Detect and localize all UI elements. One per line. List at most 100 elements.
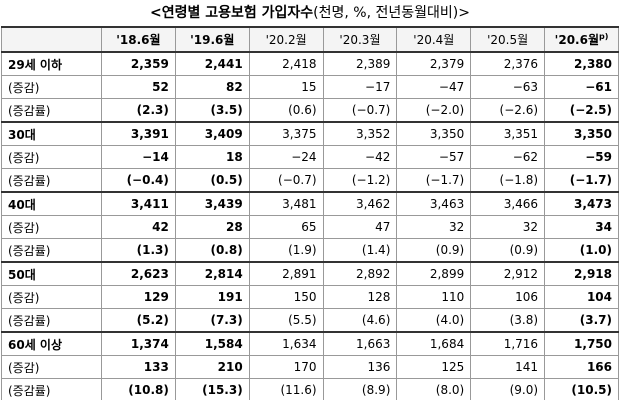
table-cell: 2,892 [322, 261, 398, 286]
table-cell: −47 [396, 75, 472, 99]
row-label: 50대 [1, 261, 102, 286]
table-cell: 42 [101, 215, 176, 239]
table-cell: −17 [322, 75, 398, 99]
table-cell: 1,374 [101, 331, 176, 356]
table-cell: (0.9) [396, 238, 472, 263]
column-header: '18.6월 [101, 26, 176, 53]
table-cell: (2.3) [101, 98, 176, 123]
table-row: 29세 이하 2,359 2,441 2,418 2,389 2,379 2,376 2,38… [1, 51, 619, 76]
table-cell: −61 [544, 75, 619, 99]
table-cell: (−2.0) [396, 98, 472, 123]
table-cell: (−1.2) [322, 168, 398, 193]
table-row: (증감) −14 18 −24 −42 −57 −62 −59 [1, 145, 619, 169]
table-cell: (3.7) [544, 308, 619, 333]
row-label: (증감률) [1, 238, 102, 263]
table-cell: 2,379 [396, 51, 472, 76]
table-cell: (−2.5) [544, 98, 619, 123]
table-cell: 32 [470, 215, 546, 239]
table-cell: (−1.7) [544, 168, 619, 193]
table-cell: (1.9) [248, 238, 324, 263]
table-cell: 34 [544, 215, 619, 239]
table-cell: 28 [174, 215, 250, 239]
table-cell: 2,814 [174, 261, 250, 286]
table-cell: −63 [470, 75, 546, 99]
table-cell: (0.5) [174, 168, 250, 193]
table-cell: 52 [101, 75, 176, 99]
table-cell: 1,684 [396, 331, 472, 356]
table-cell: (−1.8) [470, 168, 546, 193]
table-cell: (9.0) [470, 378, 546, 400]
table-row: 60세 이상 1,374 1,584 1,634 1,663 1,684 1,716 1,75… [1, 331, 619, 356]
column-header: '20.6월p) [544, 26, 619, 53]
table-cell: 47 [322, 215, 398, 239]
table-cell: (4.6) [322, 308, 398, 333]
table-cell: (4.0) [396, 308, 472, 333]
table-cell: 3,352 [322, 121, 398, 146]
table-cell: (15.3) [174, 378, 250, 400]
table-cell: 3,481 [248, 191, 324, 216]
table-row: (증감률) (1.3) (0.8) (1.9) (1.4) (0.9) (0.9) (1.0) [1, 238, 619, 263]
table-row: (증감) 133 210 170 136 125 141 166 [1, 355, 619, 379]
table-cell: (8.9) [322, 378, 398, 400]
table-cell: 15 [248, 75, 324, 99]
table-cell: (−0.4) [101, 168, 176, 193]
table-row: (증감) 129 191 150 128 110 106 104 [1, 285, 619, 309]
table-cell: 128 [322, 285, 398, 309]
table-row: (증감률) (−0.4) (0.5) (−0.7) (−1.2) (−1.7) (−1.8)… [1, 168, 619, 193]
table-cell: (10.5) [544, 378, 619, 400]
column-header: '19.6월 [174, 26, 250, 53]
table-cell: 133 [101, 355, 176, 379]
table-cell: 2,359 [101, 51, 176, 76]
table-cell: −24 [248, 145, 324, 169]
row-label: (증감) [1, 75, 102, 99]
table-cell: 3,411 [101, 191, 176, 216]
table-cell: 3,350 [544, 121, 619, 146]
row-label: 30대 [1, 121, 102, 146]
table-cell: −42 [322, 145, 398, 169]
table-row: 40대 3,411 3,439 3,481 3,462 3,463 3,466 3,473 [1, 191, 619, 216]
table-cell: (0.9) [470, 238, 546, 263]
table-cell: 2,912 [470, 261, 546, 286]
table-cell: 3,473 [544, 191, 619, 216]
table-cell: (−1.7) [396, 168, 472, 193]
table-cell: 2,441 [174, 51, 250, 76]
table-cell: 106 [470, 285, 546, 309]
column-header: '20.5월 [470, 26, 546, 53]
table-cell: 136 [322, 355, 398, 379]
table-cell: 3,375 [248, 121, 324, 146]
table-cell: (8.0) [396, 378, 472, 400]
table-row: (증감률) (10.8) (15.3) (11.6) (8.9) (8.0) (9.0) (1… [1, 378, 619, 400]
table-row: (증감) 42 28 65 47 32 32 34 [1, 215, 619, 239]
table-cell: (0.8) [174, 238, 250, 263]
table-cell: (5.2) [101, 308, 176, 333]
row-label: 29세 이하 [1, 51, 102, 76]
table-cell: 2,918 [544, 261, 619, 286]
table-cell: (1.0) [544, 238, 619, 263]
column-header: '20.3월 [322, 26, 398, 53]
table-cell: 110 [396, 285, 472, 309]
table-cell: 2,376 [470, 51, 546, 76]
table-cell: 2,891 [248, 261, 324, 286]
table-cell: 65 [248, 215, 324, 239]
table-cell: 1,716 [470, 331, 546, 356]
row-label: 60세 이상 [1, 331, 102, 356]
table-cell: (11.6) [248, 378, 324, 400]
table-cell: 1,634 [248, 331, 324, 356]
title: <연령별 고용보험 가입자수(천명, %, 전년동월대비)> [0, 0, 620, 26]
table-cell: 2,623 [101, 261, 176, 286]
table-cell: 3,391 [101, 121, 176, 146]
row-label: (증감) [1, 215, 102, 239]
table-cell: 1,663 [322, 331, 398, 356]
table-cell: −14 [101, 145, 176, 169]
row-label: (증감) [1, 355, 102, 379]
table-row: (증감률) (5.2) (7.3) (5.5) (4.6) (4.0) (3.8) (3.7) [1, 308, 619, 333]
table-row: 30대 3,391 3,409 3,375 3,352 3,350 3,351 3,350 [1, 121, 619, 146]
title-unit: (천명, %, 전년동월대비)> [313, 5, 470, 21]
row-label: (증감률) [1, 168, 102, 193]
table-cell: (1.4) [322, 238, 398, 263]
table-cell: 150 [248, 285, 324, 309]
table-cell: (−0.7) [248, 168, 324, 193]
table-cell: 170 [248, 355, 324, 379]
table-cell: 3,439 [174, 191, 250, 216]
table-cell: 210 [174, 355, 250, 379]
